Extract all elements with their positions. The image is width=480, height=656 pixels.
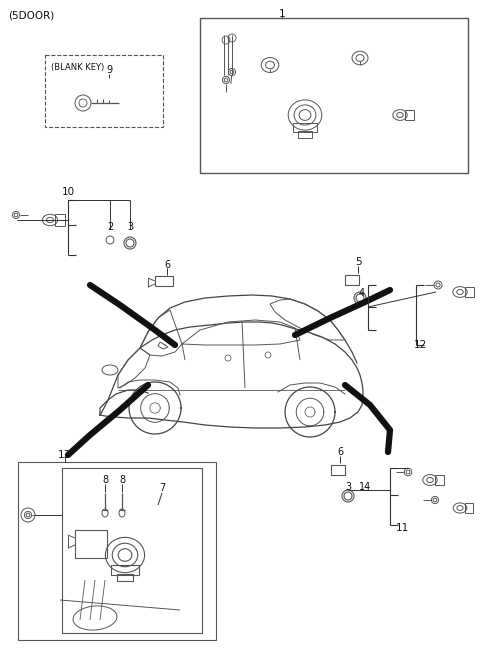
Bar	[117, 573, 133, 581]
Text: 13: 13	[58, 450, 71, 460]
Bar	[465, 503, 473, 513]
Bar	[55, 215, 65, 226]
Text: (BLANK KEY): (BLANK KEY)	[51, 63, 104, 72]
Bar	[45, 55, 163, 127]
Text: 12: 12	[413, 340, 427, 350]
Text: 4: 4	[359, 288, 365, 298]
Text: 8: 8	[102, 475, 108, 485]
Text: 6: 6	[164, 260, 170, 270]
Text: 7: 7	[159, 483, 165, 493]
Text: 9: 9	[106, 65, 112, 75]
Text: 14: 14	[359, 482, 371, 492]
Text: 3: 3	[345, 482, 351, 492]
Bar	[298, 131, 312, 138]
Text: 11: 11	[396, 523, 408, 533]
Bar	[345, 275, 359, 285]
Bar	[405, 110, 414, 121]
Bar	[62, 468, 202, 633]
Text: 8: 8	[119, 475, 125, 485]
Bar	[331, 465, 345, 475]
Text: 6: 6	[337, 447, 343, 457]
Text: 3: 3	[127, 222, 133, 232]
Bar	[293, 123, 317, 132]
Text: 2: 2	[107, 222, 113, 232]
Text: 10: 10	[62, 187, 75, 197]
Text: 1: 1	[279, 9, 285, 19]
Bar	[18, 462, 216, 640]
Bar	[111, 565, 139, 575]
Bar	[435, 474, 444, 485]
Bar	[75, 530, 107, 558]
Bar	[155, 276, 173, 286]
Bar	[200, 18, 468, 173]
Text: (5DOOR): (5DOOR)	[8, 10, 54, 20]
Bar	[465, 287, 474, 297]
Text: 5: 5	[355, 257, 361, 267]
